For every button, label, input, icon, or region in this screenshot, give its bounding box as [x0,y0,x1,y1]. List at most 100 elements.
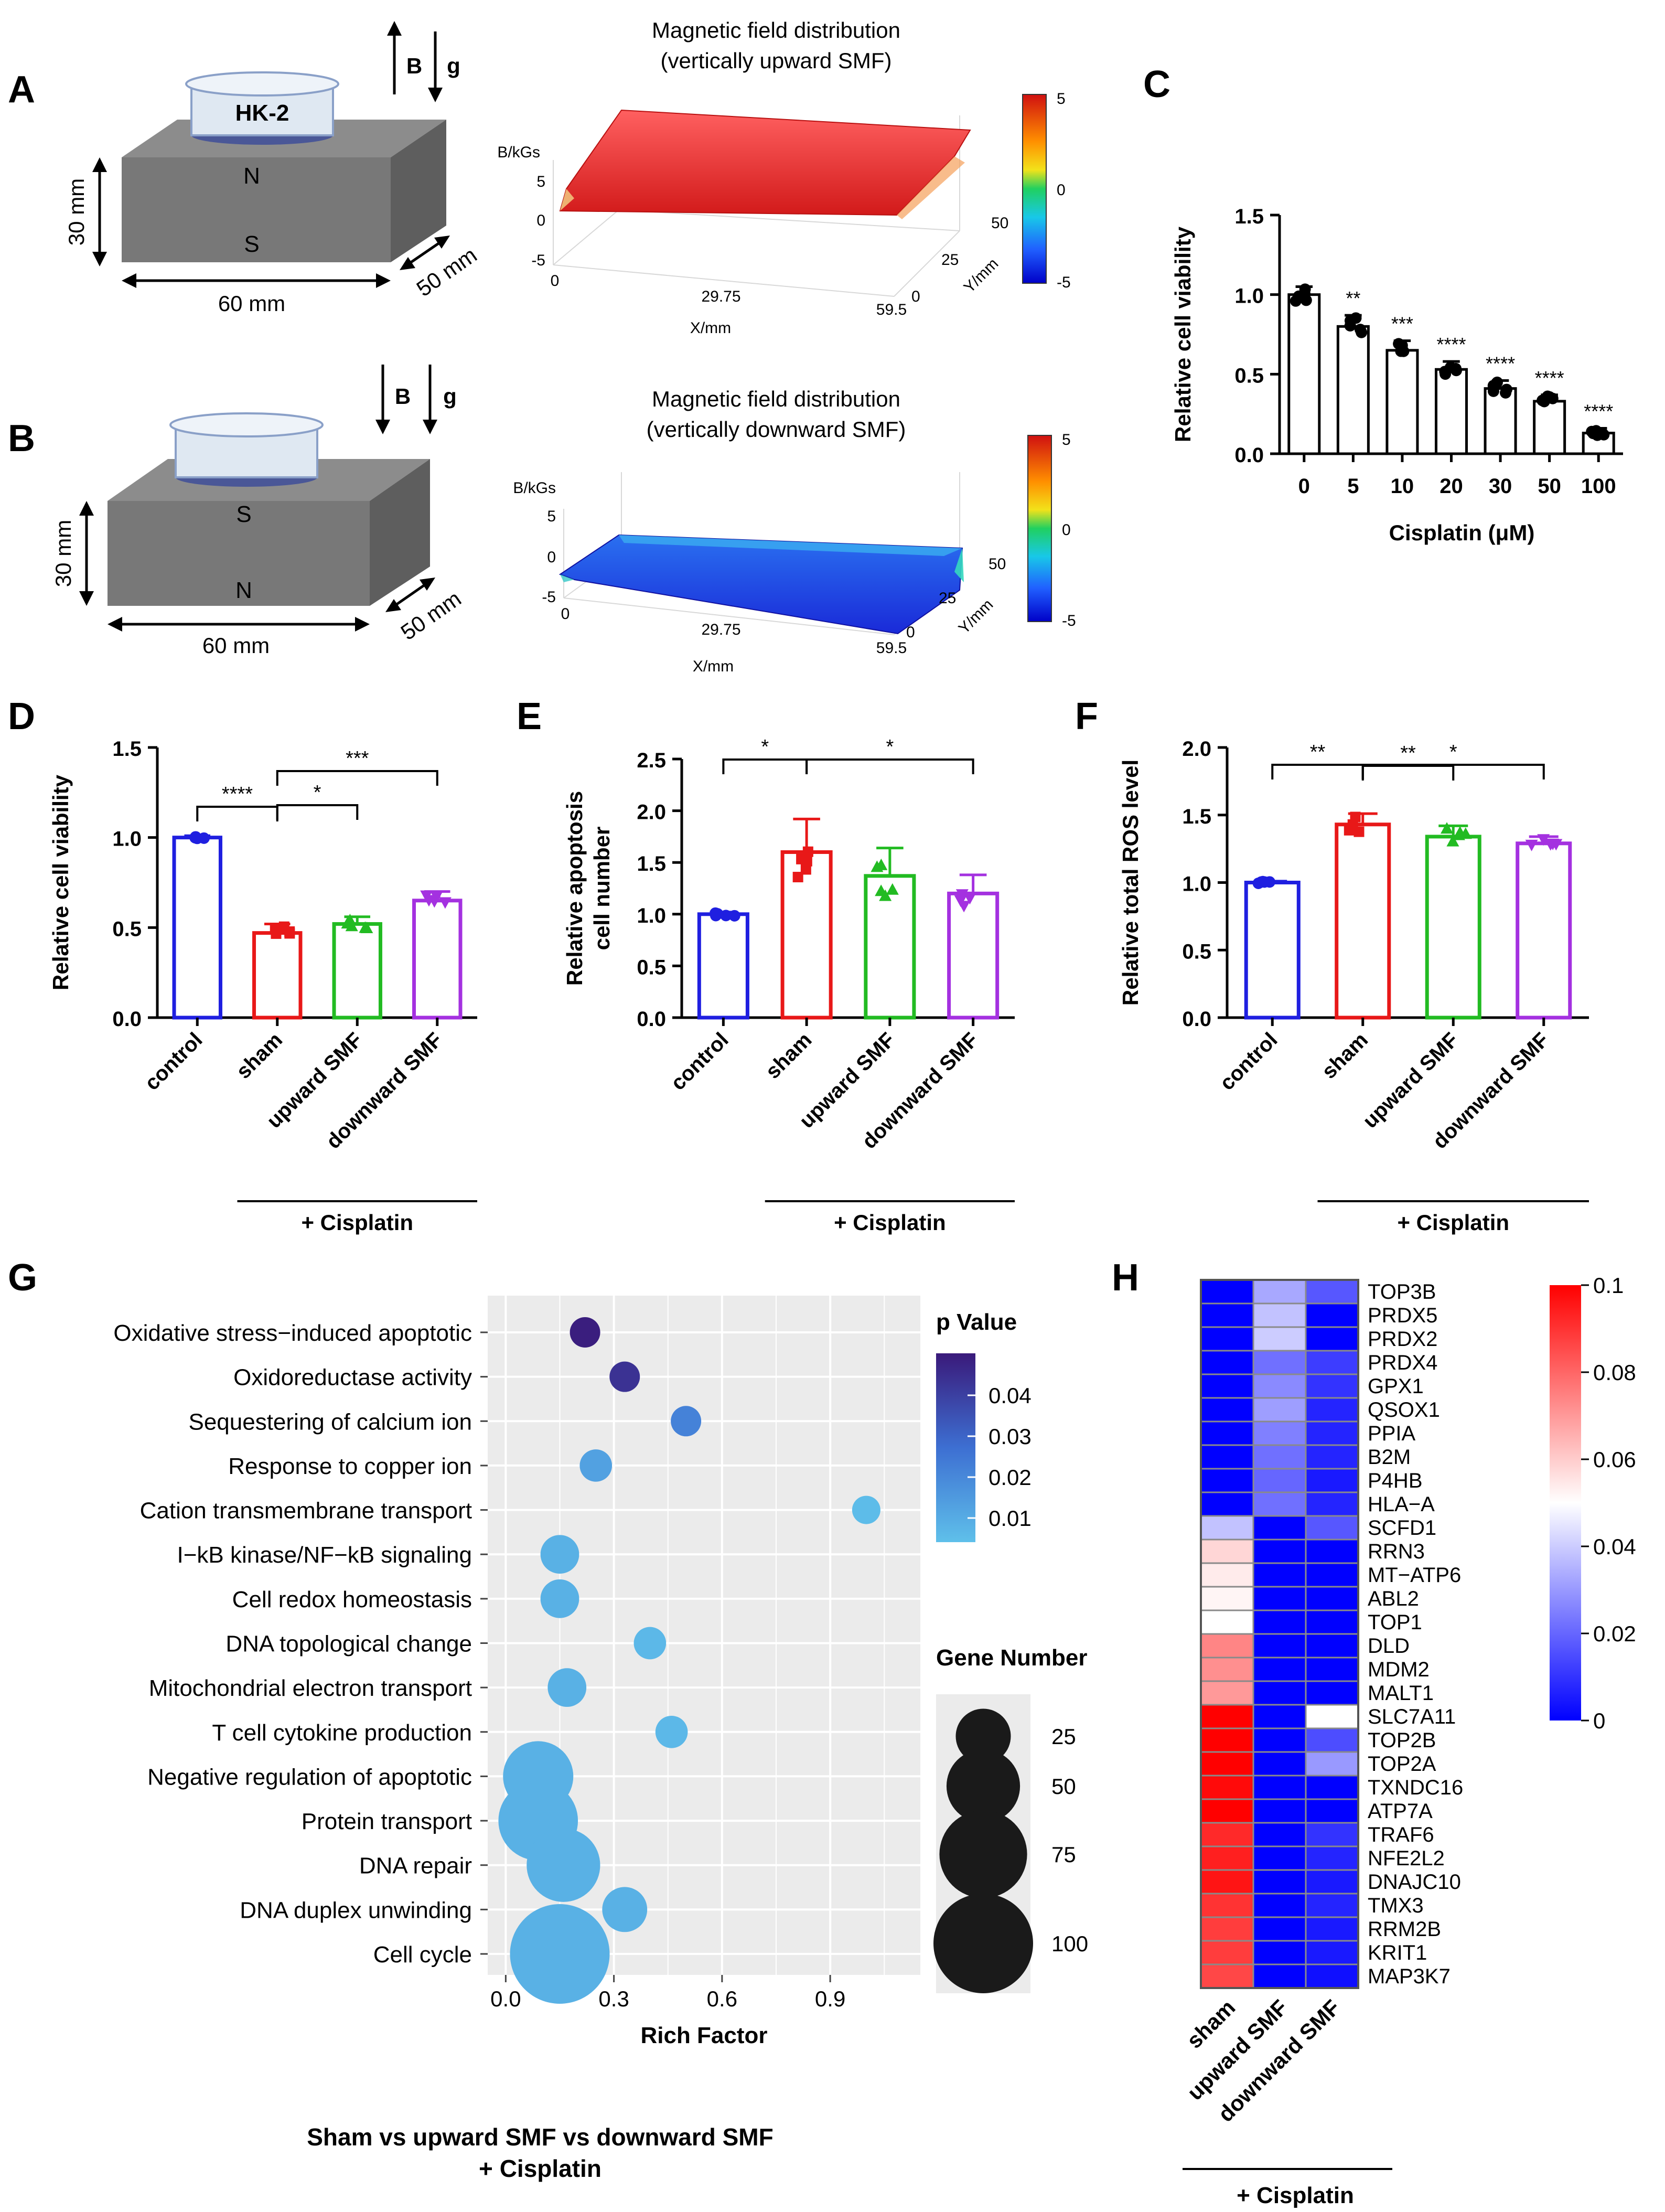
colorbar-label: 0.02 [1593,1621,1636,1646]
data-point [1446,835,1459,847]
panel-label-b: B [8,418,35,460]
y-tick-label: 1.5 [1234,205,1264,228]
data-point [958,901,971,913]
data-point [963,893,976,905]
data-point [271,928,282,939]
heatmap-cell [1252,1586,1307,1611]
pole-bottom-a: S [244,231,259,257]
field-cbar-tick-a: -5 [1057,274,1071,291]
row-label: B2M [1368,1446,1411,1469]
field-plot-a: Magnetic field distribution (vertically … [497,18,1070,337]
arrow-g-label-b: g [443,384,457,409]
field-zlabel-b: B/kGs [513,479,556,497]
heatmap-cell [1252,1916,1307,1942]
bar [412,899,463,1020]
data-point [341,917,354,929]
heatmap-cell [1252,1822,1307,1847]
term-label: Sequestering of calcium ion [188,1409,472,1435]
significance-label: * [886,736,894,758]
data-point [1550,839,1563,851]
field-xtick-b: 29.75 [701,621,740,638]
y-tick-label: 0.5 [637,956,666,979]
size-legend-label: 25 [1051,1724,1076,1749]
term-label: Cation transmembrane transport [140,1498,472,1524]
bubble [510,1904,610,2004]
x-tick-label: control [667,1028,733,1095]
row-label: MALT1 [1368,1682,1434,1705]
panel-label-d: D [8,696,35,738]
data-point [428,896,441,908]
row-label: RRN3 [1368,1540,1425,1563]
panel-label-e: E [517,696,542,738]
row-label: TOP2A [1368,1752,1436,1776]
significance-label: **** [1436,334,1466,355]
colorbar-label: 0.01 [989,1506,1032,1531]
significance-label: **** [1535,367,1564,389]
data-point [1525,839,1538,851]
row-label: PPIA [1368,1422,1415,1445]
heatmap-cell [1305,1845,1359,1871]
panel-label-a: A [8,69,35,111]
heatmap-cell [1200,1680,1254,1706]
heatmap-cell [1305,1350,1359,1375]
field-ztick-b: 5 [547,508,556,525]
row-label: PRDX5 [1368,1304,1437,1327]
colorbar-label: 0.04 [989,1383,1032,1408]
data-point [1347,819,1358,830]
row-label: MAP3K7 [1368,1965,1451,1988]
pole-top-a: N [243,163,260,189]
size-legend-bubble [955,1708,1011,1764]
heatmap-cell [1252,1633,1307,1659]
x-tick-label: 100 [1581,475,1616,498]
term-label: I−kB kinase/NF−kB signaling [177,1542,472,1568]
caption: Sham vs upward SMF vs downward SMF [307,2123,773,2151]
heatmap-cell [1200,1657,1254,1682]
field-xlabel-b: X/mm [693,658,734,675]
y-tick-label: 1.5 [637,852,666,875]
heatmap-cell [1305,1869,1359,1895]
field-cbar-tick-a: 5 [1057,90,1066,108]
heatmap-cell [1200,1468,1254,1493]
heatmap-cell [1305,1562,1359,1588]
size-legend-label: 100 [1051,1931,1088,1956]
heatmap-cell [1252,1657,1307,1682]
row-label: TXNDC16 [1368,1776,1463,1799]
y-tick-label: 2.5 [637,749,666,772]
y-tick-label: 1.5 [1182,805,1211,828]
data-point [1395,342,1408,354]
field-ytick-b: 25 [939,590,956,607]
data-point [955,889,969,901]
data-point [420,890,433,902]
y-tick-label: 1.0 [112,828,142,851]
heatmap-cell [1305,1727,1359,1753]
bar [1336,325,1370,455]
term-label: DNA repair [359,1853,472,1879]
heatmap-cell [1252,1397,1307,1423]
heatmap-cell [1252,1468,1307,1493]
heatmap-cell [1252,1751,1307,1777]
significance-label: * [1449,741,1457,763]
heatmap-cell [1252,1538,1307,1564]
data-point [1598,429,1610,441]
bubble [570,1317,600,1348]
field-plot-b: Magnetic field distribution (vertically … [513,387,1076,675]
heatmap-cell [1200,1397,1254,1423]
bubble [852,1495,880,1524]
chart-d: 0.0 0.5 1.0 1.5 Relative cell viability contr… [48,738,477,1235]
bar [1335,822,1391,1020]
heatmap-cell [1200,1916,1254,1942]
y-axis-label: cell number [589,827,614,950]
y-tick-label: 2.0 [1182,738,1211,761]
heatmap-cell [1200,1279,1254,1305]
x-tick-label: 50 [1538,475,1561,498]
size-legend-bubble [946,1749,1021,1823]
y-axis-label: Relative apoptosis [562,791,587,986]
heatmap-cell [1252,1444,1307,1470]
heatmap-cell [1200,1420,1254,1446]
arrow-b-label-a: B [406,54,422,78]
data-point [1252,877,1264,889]
y-tick-label: 1.0 [637,904,666,927]
bar [780,850,833,1020]
data-point [875,858,888,870]
